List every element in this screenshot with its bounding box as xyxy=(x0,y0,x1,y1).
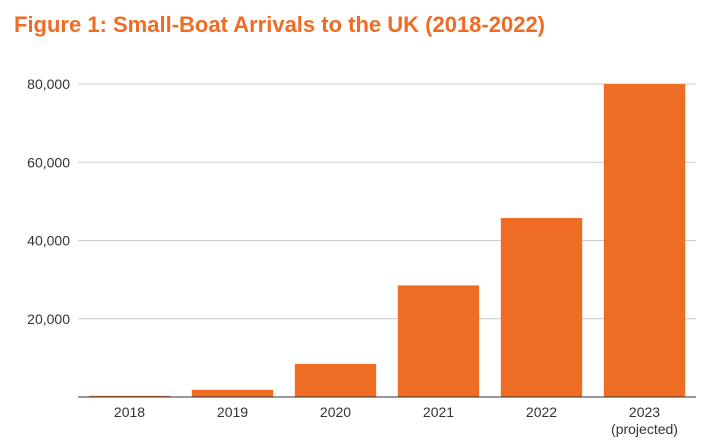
x-axis-labels: 2018 2019 2020 2021 2022 2023(projected) xyxy=(114,404,678,437)
bar xyxy=(294,363,377,397)
y-tick-label: 60,000 xyxy=(27,154,70,170)
x-tick-label: 2019 xyxy=(217,404,248,420)
gridlines xyxy=(78,83,696,320)
x-tick-label: 2023 xyxy=(629,404,660,420)
bar xyxy=(603,84,686,397)
x-tick-label: 2021 xyxy=(423,404,454,420)
bars xyxy=(88,84,686,397)
bar xyxy=(191,389,274,397)
x-tick-label: 2020 xyxy=(320,404,351,420)
bar xyxy=(88,395,171,397)
bar xyxy=(500,217,583,397)
x-tick-label: 2022 xyxy=(526,404,557,420)
y-axis-labels: 20,000 40,000 60,000 80,000 xyxy=(27,76,70,327)
x-tick-label: 2018 xyxy=(114,404,145,420)
x-tick-label: (projected) xyxy=(611,421,678,437)
bar xyxy=(397,285,480,397)
chart-title: Figure 1: Small-Boat Arrivals to the UK … xyxy=(14,12,546,37)
y-tick-label: 40,000 xyxy=(27,233,70,249)
y-tick-label: 80,000 xyxy=(27,76,70,92)
y-tick-label: 20,000 xyxy=(27,311,70,327)
